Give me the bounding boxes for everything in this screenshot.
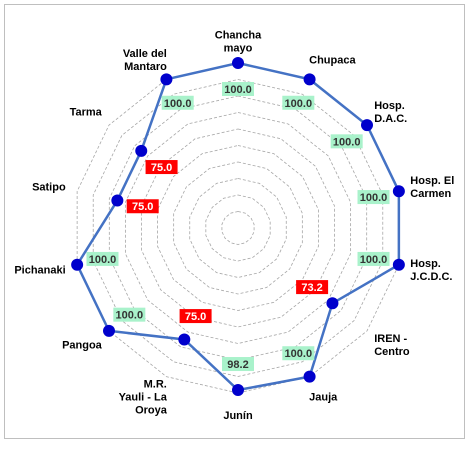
category-label: Jauja [309,391,338,403]
value-label-box [126,199,159,214]
chart-frame [4,4,465,439]
data-point [111,194,124,207]
value-label: 73.2 [301,282,322,294]
data-point [392,185,405,198]
value-label-box [330,134,363,149]
value-label-box [357,251,390,266]
value-label-box [161,95,194,110]
value-label: 100.0 [224,84,252,96]
data-point [71,258,84,271]
data-point [178,333,191,346]
value-label: 100.0 [333,136,361,148]
data-point [392,258,405,271]
category-label: Valle del Mantaro [123,48,167,73]
value-label-box [113,307,146,322]
value-label: 100.0 [360,254,388,266]
value-label: 75.0 [132,201,153,213]
grid-ring [157,145,319,311]
data-point [102,324,115,337]
value-label: 100.0 [360,192,388,204]
data-point [135,144,148,157]
value-label: 100.0 [116,310,144,322]
data-point [303,370,316,383]
value-label-box [86,251,119,266]
value-label-box [357,190,390,205]
category-label: Tarma [70,106,103,118]
value-label: 100.0 [285,98,313,110]
data-point [326,297,339,310]
value-label: 100.0 [164,98,192,110]
category-label: Chupaca [309,55,356,67]
category-label: Chancha mayo [215,30,262,55]
value-label: 100.0 [285,348,313,360]
data-point [232,384,244,397]
data-point [303,73,316,86]
category-label: Junín [223,410,253,422]
category-label: IREN -Centro [374,333,410,358]
value-label-box [222,82,254,96]
category-label: Hosp. El Carmen [410,175,454,200]
value-label: 98.2 [227,359,248,371]
category-label: Pichanaki [14,265,65,277]
grid-ring [92,79,384,377]
grid-ring [189,178,287,278]
data-point [232,57,244,69]
grid-ring [221,211,255,245]
category-label: Hosp. D.A.C. [374,100,407,125]
value-label: 75.0 [151,162,172,174]
category-label: Hosp. J.C.D.C. [410,258,452,283]
value-label: 100.0 [89,254,117,266]
value-label-box [222,357,254,372]
value-label-box [282,95,315,110]
category-label: Pangoa [62,340,103,352]
grid-ring [205,194,271,262]
data-point [160,73,173,86]
value-label-box [282,346,315,361]
grid-ring [141,128,335,328]
data-point [361,119,374,132]
value-label-box [296,280,329,295]
category-label: M.R. Yauli - La Oroya [119,378,168,416]
category-label: Satipo [32,181,66,193]
value-label-box [145,160,178,175]
value-label: 75.0 [185,311,206,323]
grid-ring [173,161,303,295]
value-label-box [179,309,212,324]
